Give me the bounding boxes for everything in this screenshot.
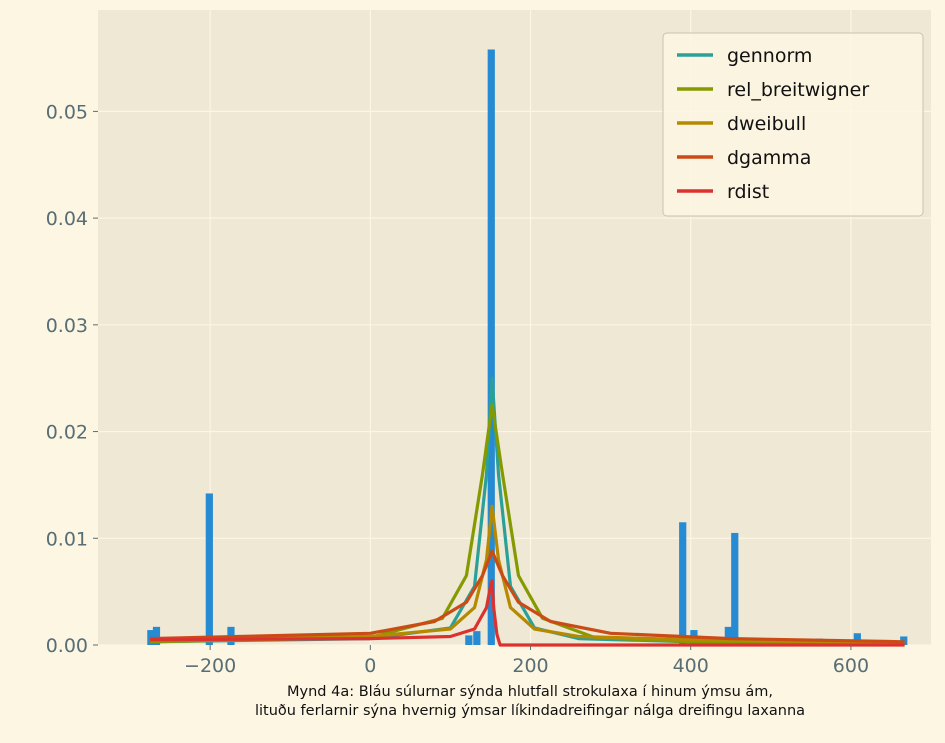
histogram-bar-9: [724, 626, 732, 645]
legend: gennorm rel_breitwigner dweibull dgamma rdis…: [662, 32, 924, 217]
histogram-bar-12: [853, 633, 861, 645]
x-axis: −200 0 200 400 600: [184, 645, 869, 677]
caption-line-1: Mynd 4a: Bláu súlurnar sýnda hlutfall st…: [287, 684, 773, 700]
y-tick-label-2: 0.02: [46, 422, 88, 444]
legend-label-gennorm: gennorm: [727, 45, 812, 67]
legend-label-rel_breitwigner: rel_breitwigner: [727, 79, 869, 101]
figure-caption: Mynd 4a: Bláu súlurnar sýnda hlutfall st…: [0, 683, 945, 721]
curve-rdist: [150, 579, 905, 647]
legend-box: [662, 32, 924, 217]
y-tick-label-1: 0.01: [46, 528, 88, 550]
x-tick-label-3: 400: [673, 655, 709, 677]
histogram-bar-2: [205, 493, 213, 645]
x-tick-label-2: 200: [512, 655, 548, 677]
y-tick-label-0: 0.00: [46, 635, 88, 657]
x-tick-label-1: 0: [364, 655, 376, 677]
legend-label-dgamma: dgamma: [727, 147, 811, 169]
legend-label-rdist: rdist: [727, 181, 769, 203]
curve-dweibull: [150, 504, 905, 645]
x-tick-label-0: −200: [184, 655, 236, 677]
caption-line-2: lituðu ferlarnir sýna hvernig ýmsar líki…: [254, 703, 806, 719]
y-tick-label-5: 0.05: [46, 101, 88, 123]
histogram-bar-6: [487, 49, 495, 645]
x-tick-label-4: 600: [833, 655, 869, 677]
distribution-curves: [150, 376, 905, 647]
chart: −200 0 200 400 600 0.000.010.020.030.040.05 …: [46, 10, 931, 677]
histogram-bar-10: [731, 532, 739, 645]
y-tick-label-4: 0.04: [46, 208, 88, 230]
histogram-bar-1: [152, 626, 161, 645]
y-axis: 0.00 0.01 0.02 0.03 0.04 0.05: [46, 101, 98, 657]
histogram-bar-7: [679, 522, 687, 645]
histogram-bar-4: [465, 635, 473, 645]
histogram-bar-5: [473, 631, 481, 645]
curve-dgamma: [150, 549, 905, 644]
y-tick-label-3: 0.03: [46, 315, 88, 337]
legend-label-dweibull: dweibull: [727, 113, 806, 135]
